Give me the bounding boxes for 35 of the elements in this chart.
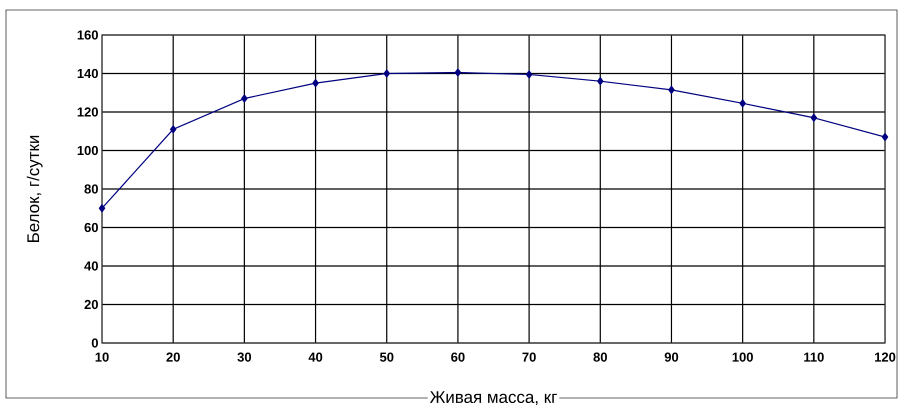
point	[454, 68, 462, 77]
y-tick-label: 100	[78, 146, 98, 156]
x-tick-label: 50	[380, 352, 394, 362]
y-tick-label: 0	[92, 338, 98, 348]
x-tick-label: 30	[237, 352, 252, 362]
point	[312, 79, 319, 88]
x-tick-label: 100	[732, 352, 753, 362]
x-tick-label: 20	[166, 352, 180, 362]
x-tick-label: 90	[664, 352, 678, 362]
point	[384, 69, 390, 78]
point	[810, 114, 818, 122]
y-tick-label: 160	[78, 30, 98, 40]
y-tick-label: 40	[84, 261, 98, 271]
y-tick-label: 60	[84, 222, 98, 232]
x-tick-label: 10	[96, 352, 109, 362]
point	[882, 132, 888, 142]
point	[526, 70, 532, 79]
x-tick-label: 40	[308, 352, 322, 362]
point	[98, 204, 106, 212]
y-tick-label: 120	[78, 107, 98, 117]
x-tick-label: 60	[451, 352, 465, 362]
y-tick-label: 140	[78, 68, 98, 78]
x-axis-title: Живая масса, кг	[430, 391, 557, 406]
x-tick-label: 80	[593, 352, 607, 362]
y-tick-label: 20	[84, 300, 98, 310]
x-tick-label: 110	[804, 352, 824, 362]
y-axis-title: Белок, г/сутки	[26, 136, 43, 242]
x-tick-label: 120	[875, 352, 896, 362]
point	[597, 77, 604, 86]
point	[739, 99, 746, 108]
point	[170, 125, 176, 134]
point	[241, 94, 248, 103]
y-tick-label: 80	[84, 184, 98, 194]
x-tick-label: 70	[522, 352, 536, 362]
point	[668, 86, 675, 94]
